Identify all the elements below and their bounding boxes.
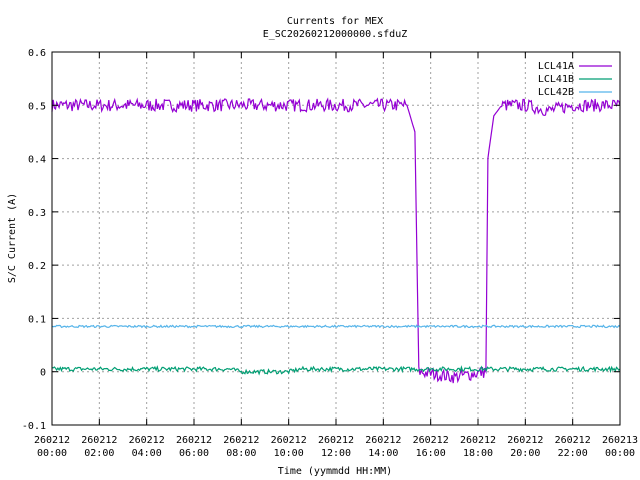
x-tick-date: 260212 [413, 435, 449, 446]
legend-label-lcl42b: LCL42B [538, 87, 574, 98]
x-tick-date: 260212 [176, 435, 212, 446]
series-line-lcl42b [51, 324, 621, 329]
tick-marks [51, 51, 621, 426]
x-tick-date: 260212 [460, 435, 496, 446]
x-tick-time: 12:00 [321, 448, 351, 459]
legend-label-lcl41b: LCL41B [538, 74, 574, 85]
y-tick-label: 0.3 [28, 208, 46, 219]
x-tick-date: 260212 [223, 435, 259, 446]
x-tick-time: 20:00 [510, 448, 540, 459]
x-tick-time: 08:00 [226, 448, 256, 459]
y-axis-label: S/C Current (A) [7, 193, 18, 283]
chart-title: Currents for MEX [287, 16, 383, 27]
y-tick-label: 0.6 [28, 48, 46, 59]
x-tick-date: 260212 [507, 435, 543, 446]
y-tick-labels: -0.1 0 0.1 0.2 0.3 0.4 0.5 0.6 [22, 48, 46, 432]
chart-subtitle: E_SC20260212000000.sfduZ [263, 29, 408, 40]
x-tick-time: 16:00 [416, 448, 446, 459]
x-tick-time: 14:00 [368, 448, 398, 459]
x-tick-time: 02:00 [84, 448, 114, 459]
x-tick-date: 260212 [271, 435, 307, 446]
x-tick-date: 260212 [129, 435, 165, 446]
y-tick-label: 0.5 [28, 101, 46, 112]
x-tick-time: 22:00 [558, 448, 588, 459]
x-tick-date: 260212 [555, 435, 591, 446]
x-tick-date: 260212 [318, 435, 354, 446]
x-tick-time: 10:00 [274, 448, 304, 459]
x-tick-date: 260212 [81, 435, 117, 446]
x-tick-date: 260213 [602, 435, 638, 446]
y-tick-label: 0 [40, 368, 46, 379]
series-lines [51, 97, 621, 384]
x-tick-time: 00:00 [37, 448, 67, 459]
y-tick-label: 0.1 [28, 314, 46, 325]
x-tick-date: 260212 [365, 435, 401, 446]
y-tick-label: 0.4 [28, 155, 46, 166]
y-tick-label: 0.2 [28, 261, 46, 272]
x-tick-date: 260212 [34, 435, 70, 446]
y-tick-label: -0.1 [22, 421, 46, 432]
x-tick-labels: 260212 00:00 260212 02:00 260212 04:00 260212 0… [34, 435, 638, 459]
x-axis-label: Time (yymmdd HH:MM) [278, 466, 392, 477]
legend: LCL41A LCL41B LCL42B [538, 61, 612, 98]
x-tick-time: 04:00 [132, 448, 162, 459]
grid [52, 52, 620, 425]
x-tick-time: 00:00 [605, 448, 635, 459]
legend-label-lcl41a: LCL41A [538, 61, 574, 72]
series-line-lcl41a [51, 97, 621, 384]
series-line-lcl41b [51, 365, 621, 376]
x-tick-time: 18:00 [463, 448, 493, 459]
x-tick-time: 06:00 [179, 448, 209, 459]
